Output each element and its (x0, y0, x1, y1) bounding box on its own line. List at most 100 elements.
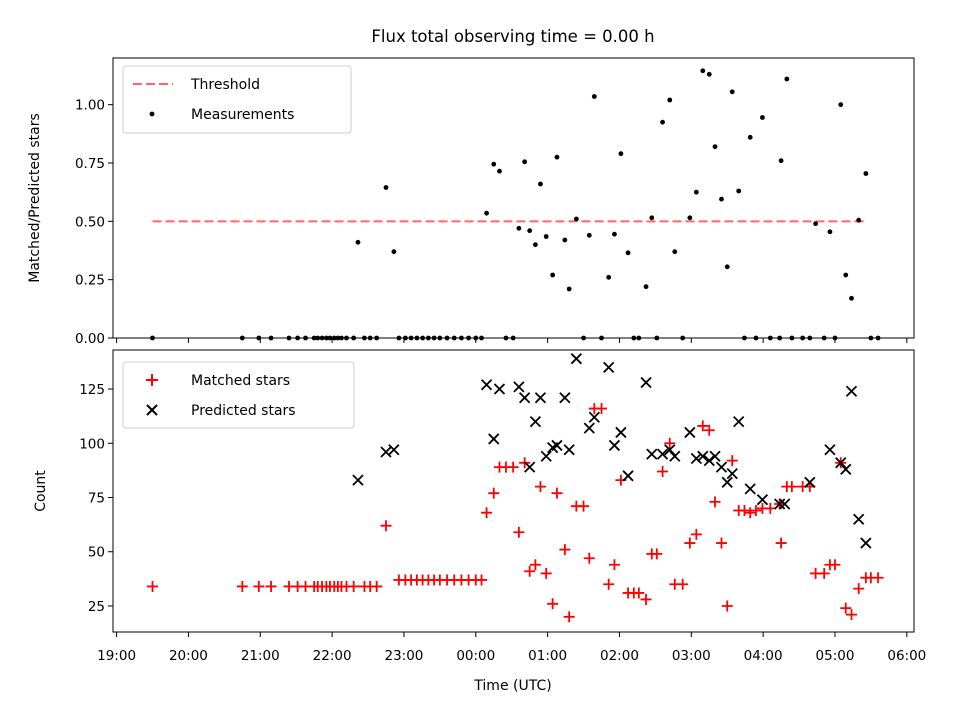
matched-star-point (684, 537, 696, 549)
x-tick-label: 02:00 (600, 648, 639, 664)
measurement-point (667, 97, 673, 103)
matched-star-point (709, 496, 721, 508)
measurement-point (729, 89, 735, 95)
matched-star-point (872, 572, 884, 584)
measurement-point (838, 102, 844, 108)
bottom-y-tick-label: 25 (88, 599, 105, 615)
matched-star-point (651, 548, 663, 560)
matched-star-point (551, 487, 563, 499)
predicted-star-point (570, 353, 582, 365)
predicted-star-point (551, 439, 563, 452)
measurement-point (687, 215, 693, 221)
predicted-star-point (703, 454, 715, 467)
measurement-point (586, 232, 592, 238)
threshold-legend-label: Threshold (190, 77, 260, 93)
predicted-star-point (615, 426, 627, 439)
predicted-star-point (824, 444, 836, 456)
measurement-point (497, 168, 502, 174)
bottom-marks (147, 353, 884, 623)
predicted-star-point (726, 468, 738, 480)
measurement-point (712, 144, 718, 150)
matched-star-point (640, 593, 652, 605)
measurement-point (591, 94, 597, 99)
matched-star-point (507, 461, 519, 473)
top-panel: 0.00 0.25 0.50 0.75 1.00 Matched/Predicted s… (27, 57, 915, 347)
x-tick-label: 04:00 (744, 648, 783, 664)
measurement-point (760, 115, 765, 120)
matched-star-point (348, 580, 360, 592)
x-tick-label: 21:00 (241, 648, 280, 664)
x-tick-label: 22:00 (313, 648, 352, 664)
measurement-point (863, 171, 869, 176)
bottom-y-tick-label: 100 (79, 436, 105, 452)
predicted-star-point (840, 463, 852, 475)
measurement-point (700, 68, 706, 74)
measurement-point (355, 239, 361, 245)
measurement-point (550, 272, 556, 278)
predicted-star-point (733, 415, 745, 428)
measurement-point (856, 217, 862, 223)
matched-star-point (677, 578, 689, 590)
predicted-star-point (853, 513, 865, 525)
measurement-point (706, 71, 712, 77)
measurement-point (538, 181, 543, 187)
matched-star-point (633, 587, 645, 599)
bottom-axes-frame (112, 349, 915, 633)
measurement-point (849, 295, 854, 301)
matched-star-point (697, 420, 709, 432)
matched-star-point (690, 528, 702, 540)
predicted-star-point (640, 376, 652, 389)
matched-star-point (603, 578, 615, 590)
predicted-star-point (352, 474, 364, 486)
measurement-point (516, 225, 522, 231)
predicted-star-point (656, 448, 669, 460)
predicted-star-point (646, 448, 658, 460)
matched-star-point (818, 567, 830, 579)
predicted-star-point (559, 392, 571, 404)
bottom-legend: Matched stars Predicted stars (122, 361, 355, 429)
measurement-point (693, 189, 699, 195)
bottom-y-axis-label: Count (33, 470, 49, 512)
matched-star-point (608, 559, 620, 571)
matched-star-point (846, 609, 857, 621)
predicted-star-point (608, 439, 621, 452)
measurement-point (612, 231, 617, 237)
predicted-star-point (684, 426, 696, 439)
matched-star-point (524, 565, 536, 577)
matched-star-point (540, 567, 552, 579)
matched-star-point (726, 455, 738, 467)
top-legend-box (122, 65, 352, 134)
bottom-x-ticks: 19:00 20:00 21:00 22:00 23:00 00:00 01:00 02:00… (97, 632, 926, 664)
predicted-star-point (835, 457, 847, 469)
predicted-stars-legend-swatch (146, 404, 158, 416)
matched-star-point (775, 537, 787, 549)
chart-title: Flux total observing time = 0.00 h (371, 27, 654, 46)
predicted-star-point (488, 433, 500, 445)
predicted-star-point (518, 392, 531, 404)
measurement-point (606, 274, 612, 280)
measurement-point (491, 161, 497, 167)
matched-star-point (853, 583, 865, 595)
measurement-point (625, 250, 631, 256)
bottom-y-ticks: 25 50 75 100 125 (79, 382, 113, 615)
measurement-point (643, 284, 649, 290)
matched-star-point (563, 611, 575, 623)
predicted-star-point (583, 422, 595, 434)
bottom-y-tick-label: 50 (88, 545, 105, 561)
matched-star-point (764, 502, 776, 514)
predicted-star-point (588, 411, 600, 423)
matched-star-point (583, 552, 595, 564)
x-axis-label: Time (UTC) (473, 678, 551, 694)
predicted-star-point (493, 383, 506, 395)
measurement-point (649, 215, 655, 221)
top-y-tick-label: 0.00 (75, 331, 105, 347)
predicted-star-point (690, 452, 702, 465)
top-y-tick-label: 0.75 (75, 156, 105, 172)
predicted-star-point (534, 392, 547, 404)
matched-star-point (578, 500, 590, 512)
measurement-point (533, 242, 538, 248)
predicted-star-point (715, 461, 728, 473)
measurement-point (527, 228, 533, 234)
top-y-ticks: 0.00 0.25 0.50 0.75 1.00 (75, 98, 113, 347)
